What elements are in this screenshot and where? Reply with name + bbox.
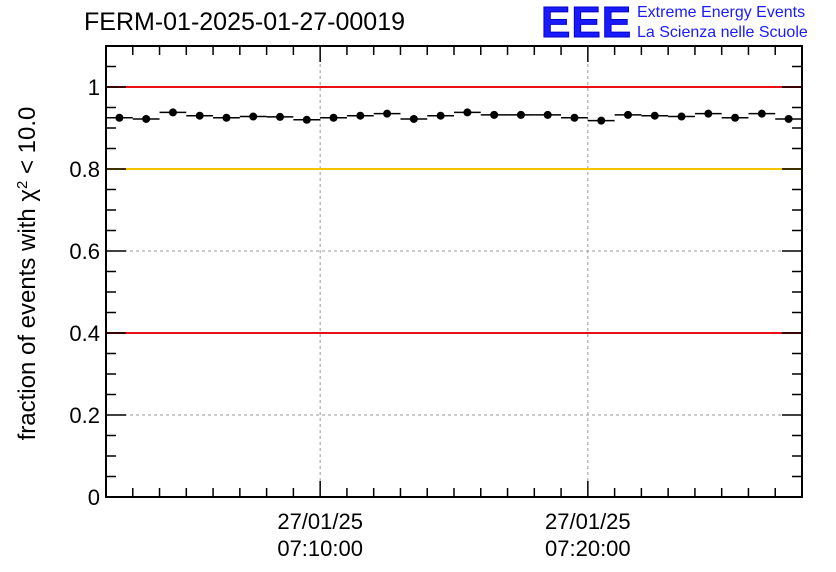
data-point — [490, 110, 499, 119]
data-point — [463, 108, 472, 117]
data-point — [115, 113, 124, 122]
x-tick-date-label: 27/01/25 — [545, 509, 631, 534]
y-tick-label: 0.6 — [69, 239, 100, 264]
x-tick-time-label: 07:10:00 — [277, 536, 363, 561]
y-tick-label: 0.2 — [69, 403, 100, 428]
data-point — [784, 114, 793, 123]
y-axis-label-chi: χ — [14, 189, 41, 202]
data-point — [142, 114, 151, 123]
data-point — [516, 110, 525, 119]
data-point — [195, 111, 204, 120]
data-point — [383, 109, 392, 118]
x-tick-time-label: 07:20:00 — [545, 536, 631, 561]
y-tick-label: 0.8 — [69, 157, 100, 182]
x-tick-date-label: 27/01/25 — [277, 509, 363, 534]
data-point — [302, 115, 311, 124]
axis-labels: 00.20.40.60.8127/01/2507:10:0027/01/2507… — [69, 75, 630, 561]
y-tick-label: 1 — [88, 75, 100, 100]
data-point — [597, 116, 606, 125]
axis-ticks — [105, 45, 803, 498]
logo-line-1: Extreme Energy Events — [637, 4, 806, 21]
y-axis-label-part1: fraction of events with — [14, 202, 41, 441]
y-tick-label: 0.4 — [69, 321, 100, 346]
data-point — [436, 111, 445, 120]
chart-title: FERM-01-2025-01-27-00019 — [84, 8, 406, 36]
data-point — [543, 110, 552, 119]
eee-logo: EEE Extreme Energy Events La Scienza nel… — [540, 0, 831, 48]
reference-lines — [106, 86, 802, 334]
data-point — [731, 113, 740, 122]
data-point — [570, 113, 579, 122]
data-point — [276, 112, 284, 121]
data-point — [409, 114, 418, 123]
data-point — [249, 112, 258, 121]
data-point — [704, 109, 713, 118]
y-axis-label: fraction of events with χ2 < 10.0 — [14, 107, 42, 441]
data-point — [624, 110, 632, 119]
logo-mark: EEE — [540, 0, 633, 48]
y-axis-label-superscript: 2 — [14, 181, 31, 189]
y-tick-label: 0 — [88, 485, 100, 510]
data-series — [106, 108, 802, 125]
data-point — [168, 108, 177, 117]
data-point — [757, 109, 766, 118]
data-point — [329, 113, 338, 122]
data-point — [650, 111, 659, 120]
logo-line-2: La Scienza nelle Scuole — [637, 24, 808, 41]
data-point — [677, 112, 686, 121]
y-axis-label-part2: < 10.0 — [14, 107, 41, 181]
data-point — [222, 113, 231, 122]
data-point — [356, 111, 365, 120]
